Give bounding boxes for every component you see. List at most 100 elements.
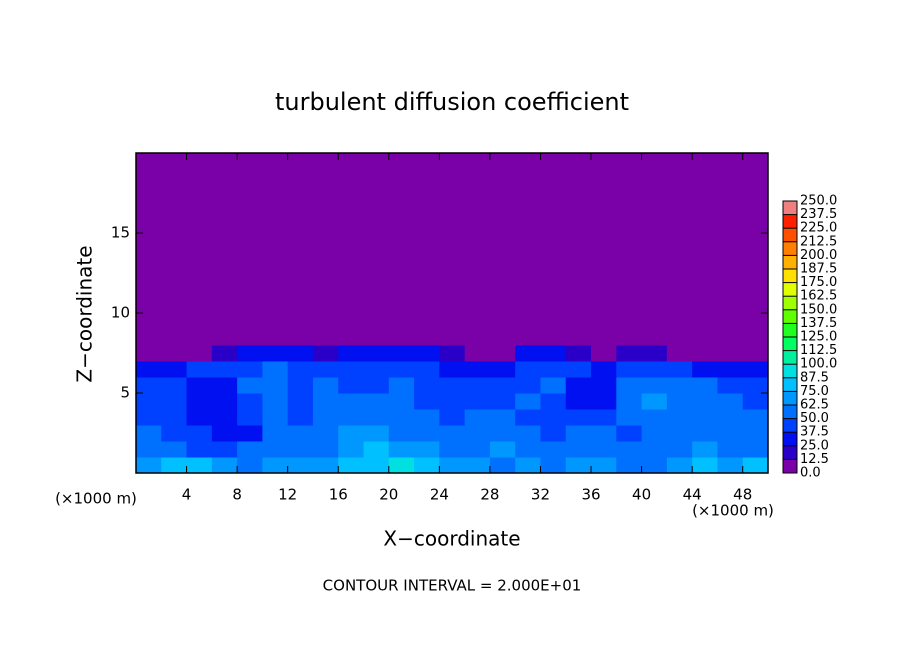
cell — [312, 217, 339, 234]
x-axis-label: X−coordinate — [383, 527, 520, 551]
cell — [186, 457, 213, 474]
cell — [666, 169, 693, 186]
cell — [237, 233, 263, 250]
cell — [489, 265, 516, 282]
cell — [211, 377, 238, 394]
cell — [591, 185, 617, 202]
cell — [414, 345, 440, 362]
cell — [692, 361, 718, 378]
cell — [287, 441, 314, 458]
cell — [616, 457, 643, 474]
cell — [414, 425, 440, 442]
cell — [464, 281, 491, 298]
cell — [717, 281, 744, 298]
cell — [388, 361, 415, 378]
cell — [489, 377, 516, 394]
cell — [211, 217, 238, 234]
cell — [515, 329, 541, 346]
cell — [237, 217, 263, 234]
colorbar-swatch — [783, 405, 797, 419]
cell — [565, 233, 592, 250]
cell — [439, 377, 466, 394]
cell — [666, 201, 693, 218]
colorbar-label: 150.0 — [800, 302, 837, 317]
cell — [717, 393, 744, 410]
cell — [338, 185, 365, 202]
cell — [489, 297, 516, 314]
cell — [439, 409, 466, 426]
cell — [414, 329, 440, 346]
colorbar-swatch — [783, 296, 797, 310]
cell — [616, 217, 643, 234]
cell — [616, 249, 643, 266]
cell — [312, 153, 339, 170]
cell — [287, 281, 314, 298]
cell — [262, 425, 289, 442]
cell — [414, 441, 440, 458]
cell — [262, 169, 289, 186]
colorbar-swatch — [783, 228, 797, 242]
cell — [666, 185, 693, 202]
cell — [186, 249, 213, 266]
cell — [692, 313, 718, 330]
cell — [388, 185, 415, 202]
cell — [489, 249, 516, 266]
cell — [666, 361, 693, 378]
cell — [717, 169, 744, 186]
cell — [666, 393, 693, 410]
cell — [338, 441, 365, 458]
cell — [540, 281, 567, 298]
cell — [742, 409, 769, 426]
cell — [338, 281, 365, 298]
cell — [666, 377, 693, 394]
cell — [515, 425, 541, 442]
cell — [439, 329, 466, 346]
cell — [439, 185, 466, 202]
cell — [591, 217, 617, 234]
cell — [489, 441, 516, 458]
cell — [666, 425, 693, 442]
cell — [616, 297, 643, 314]
cell — [186, 281, 213, 298]
cell — [262, 457, 289, 474]
cell — [515, 361, 541, 378]
cell — [692, 457, 718, 474]
cell — [237, 153, 263, 170]
cell — [363, 409, 390, 426]
cell — [211, 329, 238, 346]
cell — [616, 441, 643, 458]
cell — [565, 345, 592, 362]
cell — [388, 233, 415, 250]
cell — [464, 345, 491, 362]
cell — [161, 281, 188, 298]
cell — [414, 217, 440, 234]
cell — [136, 281, 162, 298]
cell — [136, 217, 162, 234]
cell — [237, 169, 263, 186]
cell — [338, 377, 365, 394]
cell — [338, 153, 365, 170]
cell — [136, 153, 162, 170]
cell — [439, 265, 466, 282]
cell — [338, 313, 365, 330]
cell — [136, 313, 162, 330]
cell — [464, 185, 491, 202]
cell — [338, 233, 365, 250]
cell — [338, 425, 365, 442]
cell — [464, 233, 491, 250]
cell — [540, 169, 567, 186]
cell — [287, 409, 314, 426]
cell — [363, 345, 390, 362]
y-tick-label: 5 — [120, 384, 130, 402]
cell — [540, 201, 567, 218]
cell — [186, 297, 213, 314]
cell — [186, 313, 213, 330]
cell — [489, 393, 516, 410]
cell — [262, 441, 289, 458]
cell — [287, 185, 314, 202]
cell — [565, 169, 592, 186]
cell — [312, 329, 339, 346]
cell — [692, 329, 718, 346]
colorbar-label: 37.5 — [800, 425, 829, 440]
cell — [464, 329, 491, 346]
